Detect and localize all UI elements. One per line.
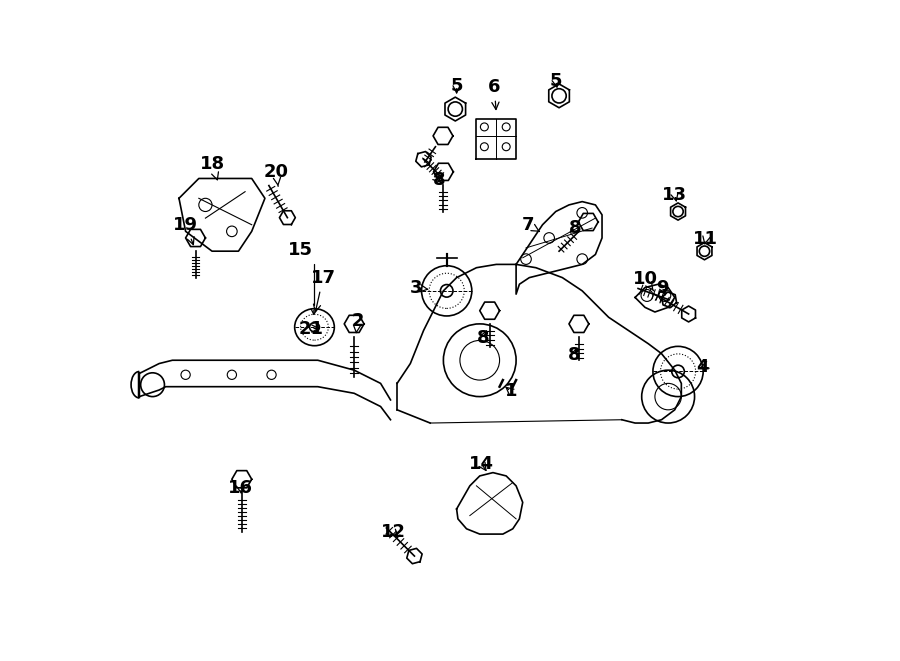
Text: 10: 10 [633,270,658,291]
Text: 4: 4 [697,358,709,376]
Text: 14: 14 [469,455,494,473]
Text: 15: 15 [288,241,314,305]
Text: 9: 9 [657,278,669,297]
Text: 8: 8 [568,346,580,364]
Text: 6: 6 [488,77,500,110]
Text: 18: 18 [200,155,225,180]
Text: 13: 13 [662,186,688,204]
Text: 8: 8 [570,219,582,237]
Text: 3: 3 [410,278,427,297]
Text: 12: 12 [381,523,406,541]
Text: 7: 7 [522,215,539,234]
Text: 5: 5 [550,71,562,90]
Text: 17: 17 [310,268,336,312]
Text: 8: 8 [433,171,446,190]
Text: 19: 19 [173,215,198,245]
Text: 16: 16 [228,479,253,497]
Text: 20: 20 [264,163,289,186]
Text: 1: 1 [505,382,518,401]
Text: 5: 5 [450,77,463,95]
Text: 2: 2 [351,311,364,332]
Text: 8: 8 [477,329,490,348]
Text: 11: 11 [693,230,718,249]
Text: 21: 21 [299,319,324,338]
